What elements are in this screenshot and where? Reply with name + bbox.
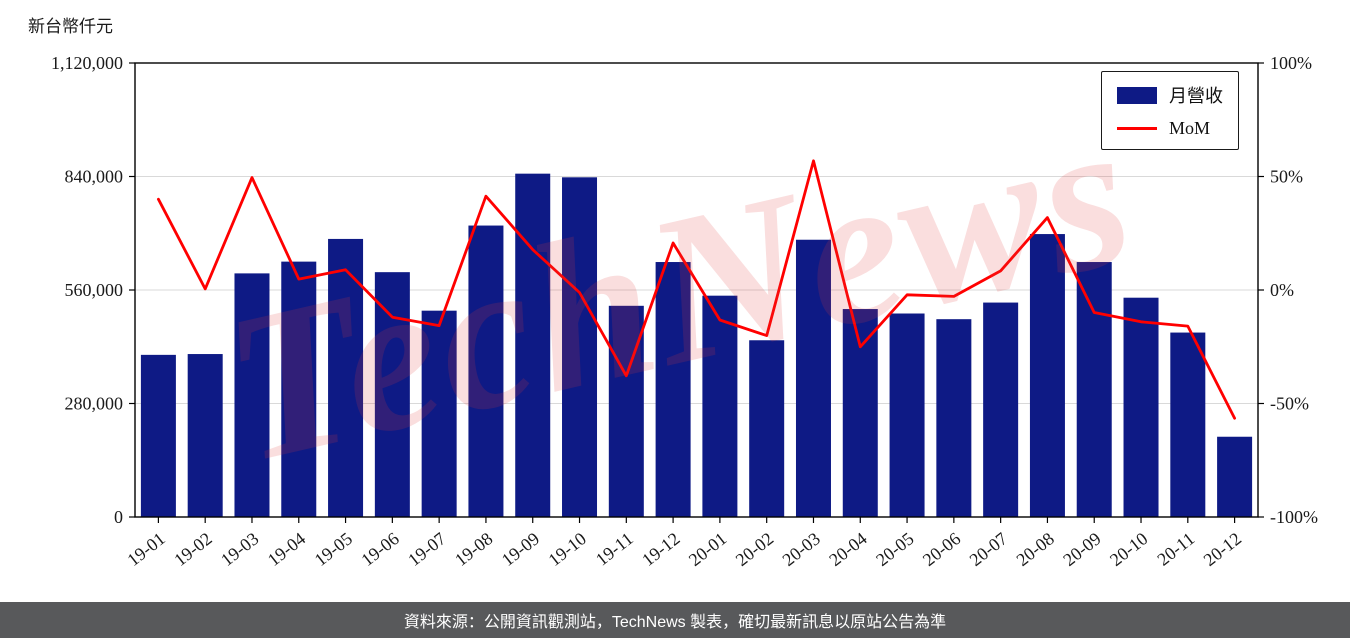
x-tick-label: 20-01 [685,528,730,570]
x-tick-label: 19-04 [264,528,309,570]
x-tick-label: 19-05 [311,528,356,570]
right-y-tick-label: 50% [1270,167,1303,187]
revenue-bar [889,313,925,517]
left-y-tick-label: 1,120,000 [51,53,123,73]
x-tick-label: 19-07 [404,528,449,570]
x-tick-label: 20-12 [1200,528,1245,570]
revenue-bar [515,173,551,517]
revenue-bar [983,302,1019,517]
x-tick-label: 20-07 [966,528,1011,570]
revenue-bar [234,273,270,517]
revenue-bar [842,309,878,517]
revenue-bar [1217,436,1253,517]
x-tick-label: 20-04 [825,528,870,570]
legend-item-revenue: 月營收 [1117,82,1223,108]
mom-legend-swatch [1117,127,1157,130]
source-footer: 資料來源：公開資訊觀測站，TechNews 製表，確切最新訊息以原站公告為準 [0,602,1350,638]
x-tick-label: 19-02 [170,528,215,570]
x-tick-label: 19-10 [545,528,590,570]
revenue-bar [140,354,176,517]
legend: 月營收 MoM [1101,71,1239,150]
revenue-legend-swatch [1117,86,1157,104]
x-tick-label: 19-06 [357,528,402,570]
revenue-bar [1029,234,1065,517]
left-y-tick-label: 840,000 [65,167,124,187]
legend-item-mom: MoM [1117,118,1223,139]
x-tick-label: 20-08 [1012,528,1057,570]
x-tick-label: 20-11 [1153,528,1198,569]
x-tick-label: 20-06 [919,528,964,570]
x-tick-label: 19-01 [123,528,168,570]
y-axis-title: 新台幣仟元 [28,17,113,36]
right-y-tick-label: 100% [1270,53,1312,73]
mom-line [156,159,1236,420]
x-tick-label: 20-05 [872,528,917,570]
revenue-bar [936,319,972,517]
revenue-bar [655,262,691,517]
mom-legend-label: MoM [1169,118,1211,138]
x-tick-label: 19-11 [592,528,637,569]
revenue-bar [702,295,738,517]
x-tick-label: 20-09 [1059,528,1104,570]
x-tick-label: 20-02 [732,528,777,570]
x-tick-label: 19-09 [498,528,543,570]
x-tick-label: 20-03 [779,528,824,570]
revenue-bar [281,261,317,517]
right-y-tick-label: 0% [1270,280,1294,300]
x-tick-label: 19-12 [638,528,683,570]
revenue-bar [795,239,831,517]
revenue-bar [374,272,410,517]
revenue-bar [562,177,598,517]
revenue-bar [468,225,504,517]
revenue-legend-label: 月營收 [1169,86,1223,106]
x-tick-label: 20-10 [1106,528,1151,570]
x-tick-label: 19-08 [451,528,496,570]
left-y-tick-label: 0 [114,507,123,527]
revenue-bar [328,238,364,518]
revenue-bar [187,354,223,517]
left-y-tick-label: 280,000 [65,394,124,414]
revenue-bar [1170,332,1206,517]
revenue-mom-chart: 0 280,000 560,000 840,000 1,120,000 -100% -50%… [51,53,1318,570]
right-y-tick-label: -50% [1270,394,1309,414]
right-y-tick-label: -100% [1270,507,1318,527]
revenue-bar [1076,262,1112,517]
footer-text: 資料來源：公開資訊觀測站，TechNews 製表，確切最新訊息以原站公告為準 [403,614,947,631]
x-tick-label: 19-03 [217,528,262,570]
revenue-bar [1123,297,1159,517]
revenue-bar [749,340,785,517]
left-y-tick-label: 560,000 [65,280,124,300]
revenue-bar [421,310,457,517]
